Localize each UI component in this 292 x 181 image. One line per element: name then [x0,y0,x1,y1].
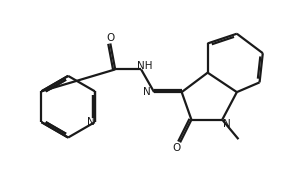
Text: O: O [106,33,114,43]
Text: N: N [87,117,95,127]
Text: O: O [173,143,181,153]
Text: N: N [143,87,151,97]
Text: N: N [223,119,231,129]
Text: NH: NH [137,60,153,71]
